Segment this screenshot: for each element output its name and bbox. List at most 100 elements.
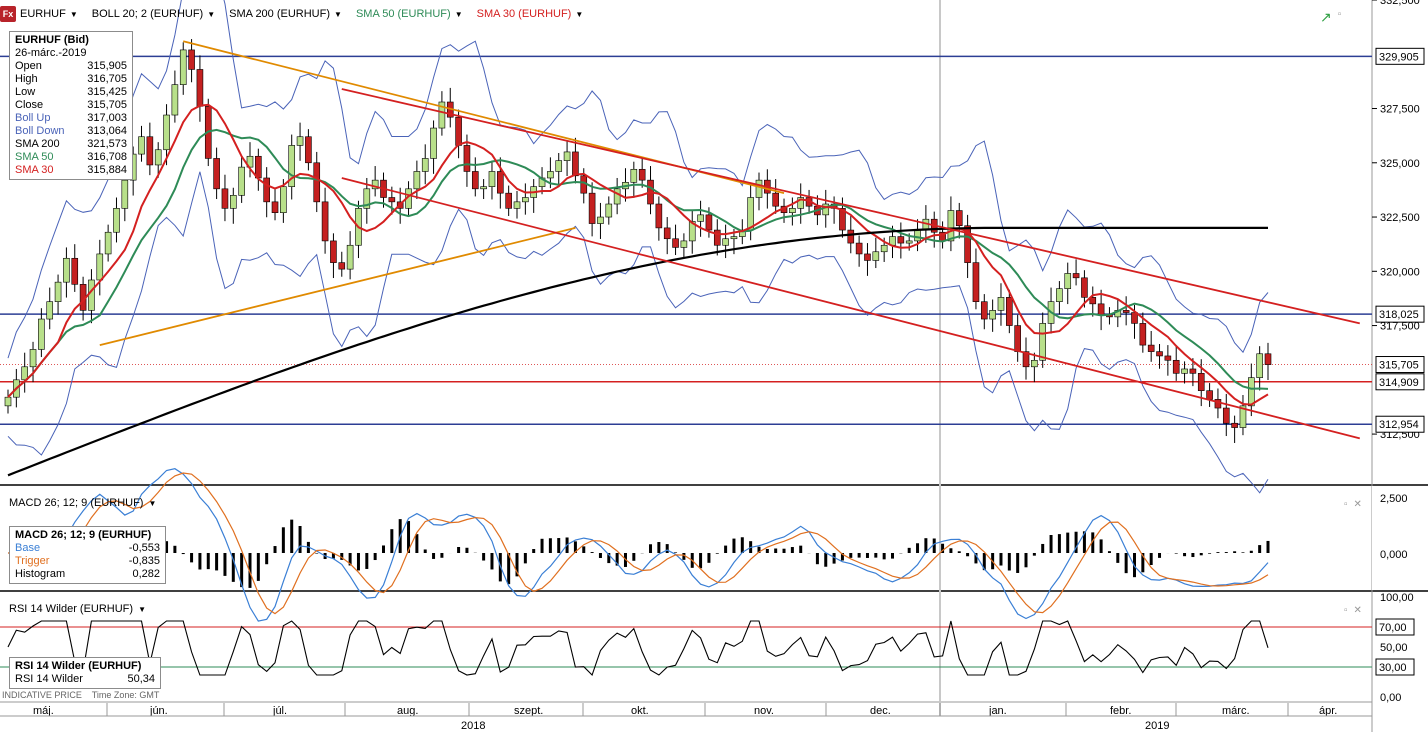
- candle-body: [513, 201, 521, 209]
- price-tick-label: 317,500: [1380, 321, 1420, 333]
- info-row-value: 315,884: [87, 164, 127, 176]
- candle-body: [88, 279, 95, 311]
- macd-axis-bg: [1372, 486, 1428, 590]
- candle-body: [705, 214, 713, 231]
- candle-body: [330, 240, 337, 263]
- dropdown-arrow-icon: ▼: [138, 604, 146, 614]
- candle-body: [997, 297, 1005, 311]
- candle-body: [1006, 297, 1013, 326]
- rsi-info-box: RSI 14 Wilder (EURHUF) RSI 14 Wilder 50,…: [9, 657, 161, 689]
- macd-row: Trigger -0,835: [15, 555, 160, 568]
- candle-body: [271, 201, 279, 213]
- sma50-line: [7, 128, 1269, 398]
- boll-indicator-selector[interactable]: BOLL 20; 2 (EURHUF) ▼: [92, 8, 215, 20]
- info-row: Boll Up 317,003: [15, 112, 127, 125]
- candle-body: [872, 251, 880, 261]
- candle-body: [113, 208, 120, 233]
- candle-body: [46, 301, 54, 320]
- candle-body: [914, 229, 921, 242]
- month-label: jún.: [149, 705, 168, 717]
- macd-pane-selector[interactable]: MACD 26; 12; 9 (EURHUF) ▼: [9, 497, 156, 509]
- candle-body: [438, 101, 446, 129]
- info-row-label: SMA 30: [15, 164, 54, 176]
- close-icon[interactable]: ✕: [1353, 499, 1362, 510]
- level-label-box: [1375, 373, 1425, 391]
- candle-body: [121, 179, 129, 209]
- close-icon[interactable]: ✕: [1353, 605, 1362, 616]
- trend-tool-icon[interactable]: ↗: [1320, 9, 1332, 25]
- macd-row-label: Histogram: [15, 568, 66, 580]
- channel-upper-trendline: [341, 88, 1360, 325]
- candle-body: [221, 188, 229, 209]
- candle-body: [421, 158, 429, 172]
- info-title: EURHUF (Bid): [15, 34, 89, 46]
- candle-body: [1031, 359, 1038, 368]
- candle-body: [588, 192, 596, 224]
- candle-body: [672, 238, 679, 248]
- last-price-box: [1375, 356, 1425, 374]
- candle-body: [547, 171, 554, 179]
- maximize-icon[interactable]: ▫: [1344, 499, 1348, 510]
- sma50-indicator-selector[interactable]: SMA 50 (EURHUF) ▼: [356, 8, 463, 20]
- candle-body: [1239, 405, 1247, 428]
- rsi-pane-controls: ▫ ✕: [1344, 605, 1362, 616]
- candle-body: [1122, 310, 1130, 313]
- candle-body: [1256, 353, 1263, 378]
- candle-body: [1231, 422, 1238, 428]
- rsi-pane-selector[interactable]: RSI 14 Wilder (EURHUF) ▼: [9, 603, 146, 615]
- info-row-value: 316,708: [87, 151, 127, 163]
- candle-body: [847, 229, 855, 244]
- macd-row-value: -0,553: [128, 542, 160, 554]
- candle-body: [488, 171, 496, 187]
- month-label: márc.: [1222, 705, 1250, 717]
- dropdown-arrow-icon: ▼: [69, 9, 78, 19]
- info-row: Open 315,905: [15, 60, 127, 73]
- month-label: dec.: [870, 705, 891, 717]
- candle-body: [655, 203, 663, 229]
- info-row: SMA 50 316,708: [15, 151, 127, 164]
- candle-body: [1197, 373, 1205, 391]
- dropdown-arrow-icon: ▼: [575, 9, 584, 19]
- price-tick-label: 322,500: [1380, 212, 1420, 224]
- rsi-info-row: RSI 14 Wilder 50,34: [15, 673, 155, 686]
- level-label: 314,909: [1379, 377, 1419, 389]
- candle-body: [855, 242, 863, 255]
- rsi-info-title: RSI 14 Wilder (EURHUF): [15, 660, 142, 672]
- candle-body: [555, 160, 563, 172]
- macd-base-line: [8, 468, 1269, 622]
- candle-body: [96, 253, 104, 281]
- month-label: júl.: [272, 705, 287, 717]
- info-rows: Open 315,905 High 316,705 Low 315,425 Close 315…: [15, 60, 127, 177]
- candle-body: [989, 310, 996, 320]
- candle-body: [1147, 344, 1155, 352]
- price-tick-label: 327,500: [1380, 104, 1420, 116]
- channel-lower-trendline: [341, 177, 1361, 440]
- sma200-indicator-selector[interactable]: SMA 200 (EURHUF) ▼: [229, 8, 342, 20]
- candle-body: [371, 179, 379, 190]
- info-row: SMA 30 315,884: [15, 164, 127, 177]
- candle-body: [947, 210, 955, 242]
- candle-body: [63, 257, 70, 283]
- candle-body: [71, 257, 79, 285]
- candle-body: [1064, 273, 1072, 289]
- level-label-box: [1375, 47, 1425, 65]
- dropdown-arrow-icon: ▼: [334, 9, 342, 19]
- level-label: 329,905: [1379, 51, 1419, 63]
- candle-body: [1156, 351, 1163, 357]
- candle-body: [563, 151, 571, 161]
- candle-body: [1097, 303, 1105, 316]
- dropdown-arrow-icon: ▼: [207, 9, 216, 19]
- rsi-row-label: RSI 14 Wilder: [15, 673, 83, 685]
- info-row: Low 315,425: [15, 86, 127, 99]
- bollinger-upper-line: [7, 0, 1269, 359]
- info-row-value: 315,425: [87, 86, 127, 98]
- maximize-icon[interactable]: ▫: [1337, 9, 1342, 20]
- symbol-selector[interactable]: Fx EURHUF ▼: [0, 6, 78, 22]
- maximize-icon[interactable]: ▫: [1344, 605, 1348, 616]
- info-row-label: Close: [15, 99, 44, 111]
- footer-note: INDICATIVE PRICE Time Zone: GMT: [2, 690, 159, 700]
- info-row-label: SMA 50: [15, 151, 54, 163]
- macd-pane-controls: ▫ ✕: [1344, 499, 1362, 510]
- level-label: 318,025: [1379, 309, 1419, 321]
- sma30-indicator-selector[interactable]: SMA 30 (EURHUF) ▼: [477, 8, 584, 20]
